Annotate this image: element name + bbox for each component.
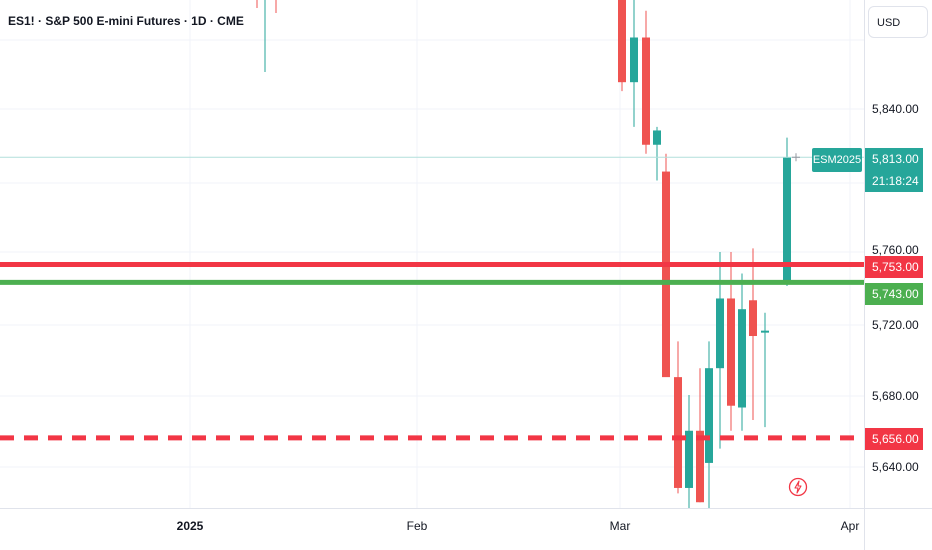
candle-down: [727, 298, 735, 406]
price-scale[interactable]: [864, 0, 932, 508]
candle-up: [738, 309, 746, 408]
price-tick: 5,640.00: [872, 460, 919, 474]
price-tick: 5,720.00: [872, 318, 919, 332]
symbol-title[interactable]: ES1! · S&P 500 E-mini Futures · 1D · CME: [8, 14, 244, 28]
line-price-label-green: 5,743.00: [865, 283, 923, 305]
candle-up: [653, 130, 661, 145]
candle-up: [630, 37, 638, 83]
countdown-label: 21:18:24: [865, 170, 923, 192]
time-label: Apr: [840, 519, 860, 533]
last-price-label: 5,813.00: [865, 148, 923, 170]
candle-down: [674, 377, 682, 488]
candle-up: [716, 298, 724, 369]
candle-down: [749, 300, 757, 337]
candle-down: [662, 171, 670, 378]
candle-up: [783, 157, 791, 283]
ticker-tag: ESM2025: [812, 148, 862, 172]
candlestick-chart[interactable]: [0, 0, 864, 508]
time-label: Feb: [406, 519, 428, 533]
price-tick: 5,840.00: [872, 102, 919, 116]
line-price-label-red: 5,753.00: [865, 256, 923, 278]
price-tick: 5,760.00: [872, 243, 919, 257]
candle-up: [705, 368, 713, 463]
price-tick: 5,680.00: [872, 389, 919, 403]
time-scale[interactable]: [0, 508, 864, 550]
scale-corner: [864, 508, 932, 550]
candle-down: [696, 430, 704, 503]
line-price-label-dashed: 5,656.00: [865, 428, 923, 450]
time-label: Mar: [609, 519, 631, 533]
currency-button[interactable]: USD: [868, 6, 928, 38]
candle-down: [618, 0, 626, 83]
chart-pane[interactable]: ES1! · S&P 500 E-mini Futures · 1D · CME…: [0, 0, 864, 508]
time-label: 2025: [176, 519, 204, 533]
flash-icon[interactable]: [788, 477, 808, 497]
candle-up: [761, 330, 769, 333]
candle-down: [642, 37, 650, 145]
candle-up: [685, 430, 693, 488]
